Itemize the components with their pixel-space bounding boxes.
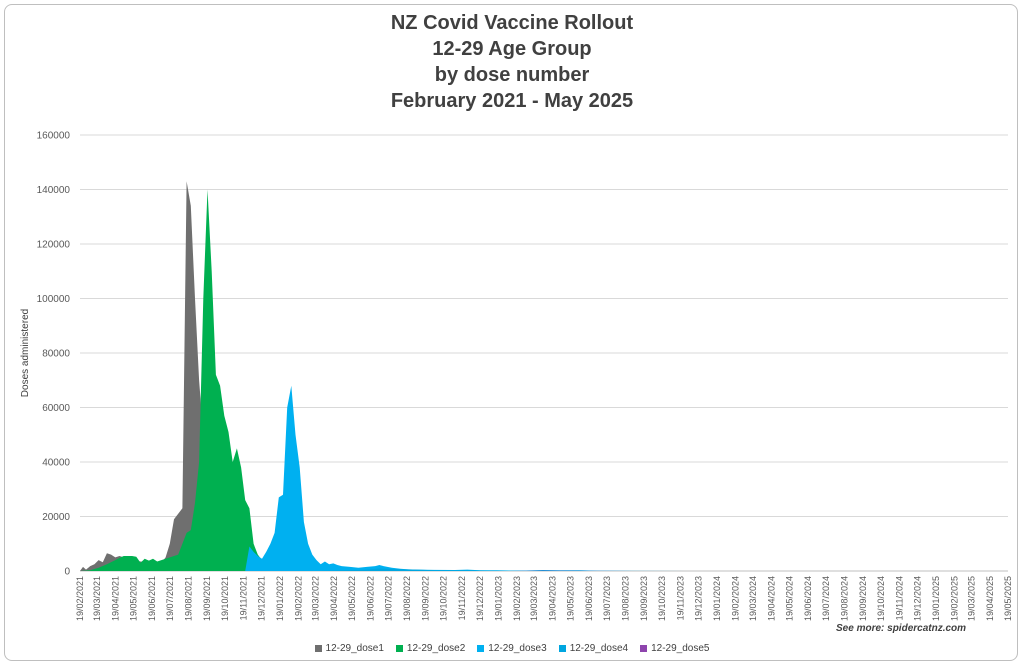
x-tick-label: 19/11/2024 — [895, 576, 905, 620]
x-tick-label: 19/03/2023 — [529, 576, 539, 621]
legend-item: 12-29_dose5 — [640, 643, 709, 654]
x-tick-label: 19/03/2024 — [748, 576, 758, 621]
series-area-12-29_dose4 — [320, 568, 690, 571]
title-line-2: 12-29 Age Group — [432, 38, 592, 60]
x-tick-label: 19/10/2022 — [438, 576, 448, 621]
x-tick-label: 19/01/2022 — [275, 576, 285, 621]
legend-item: 12-29_dose1 — [314, 643, 384, 654]
x-tick-label: 19/04/2025 — [985, 576, 995, 621]
y-tick-label: 20000 — [42, 512, 70, 523]
x-tick-label: 19/09/2024 — [858, 576, 868, 621]
y-tick-label: 0 — [64, 567, 70, 578]
x-tick-label: 19/07/2021 — [165, 576, 175, 621]
x-tick-label: 19/06/2024 — [803, 576, 813, 621]
x-tick-label: 19/12/2022 — [475, 576, 485, 621]
legend-label: 12-29_dose3 — [488, 643, 547, 654]
legend-item: 12-29_dose4 — [558, 643, 629, 654]
x-tick-label: 19/04/2024 — [767, 576, 777, 621]
source-note: See more: spidercatnz.com — [836, 623, 967, 634]
y-axis: 0 20000 40000 60000 80000 100000 120000 140000 1… — [37, 131, 71, 578]
legend-swatch — [314, 644, 322, 652]
legend-label: 12-29_dose5 — [651, 643, 710, 654]
legend: 12-29_dose1 12-29_dose2 12-29_dose3 12-29_d… — [0, 643, 1024, 654]
x-tick-label: 19/03/2022 — [310, 576, 320, 621]
x-tick-label: 19/05/2024 — [785, 576, 795, 621]
y-tick-label: 40000 — [42, 458, 70, 469]
x-tick-label: 19/01/2025 — [931, 576, 941, 621]
x-tick-label: 19/06/2022 — [365, 576, 375, 621]
y-axis-label: Doses administered — [20, 309, 31, 397]
legend-item: 12-29_dose2 — [395, 643, 466, 654]
series-areas — [80, 181, 707, 572]
legend-label: 12-29_dose2 — [406, 643, 466, 654]
title-line-4: February 2021 - May 2025 — [390, 90, 634, 112]
x-tick-label: 19/06/2023 — [584, 576, 594, 621]
x-tick-label: 19/02/2022 — [294, 576, 304, 621]
y-tick-label: 60000 — [42, 403, 70, 414]
x-tick-label: 19/04/2021 — [110, 576, 120, 621]
x-tick-label: 19/01/2023 — [494, 576, 504, 621]
x-tick-label: 19/09/2022 — [421, 576, 431, 621]
x-tick-label: 19/08/2022 — [402, 576, 412, 621]
x-tick-label: 19/05/2021 — [128, 576, 138, 621]
legend-swatch — [395, 644, 403, 652]
y-tick-label: 140000 — [37, 185, 71, 196]
x-tick-label: 19/08/2023 — [620, 576, 630, 621]
x-tick-label: 19/02/2023 — [512, 576, 522, 621]
x-tick-label: 19/07/2023 — [602, 576, 612, 621]
x-tick-label: 19/04/2022 — [329, 576, 339, 621]
chart-title: NZ Covid Vaccine Rollout 12-29 Age Group… — [0, 10, 1024, 114]
x-tick-label: 19/10/2023 — [657, 576, 667, 621]
x-tick-label: 19/09/2021 — [202, 576, 212, 621]
x-tick-label: 19/07/2022 — [383, 576, 393, 621]
series-area-12-29_dose2 — [80, 189, 560, 571]
x-tick-label: 19/12/2024 — [913, 576, 923, 621]
x-tick-label: 19/11/2021 — [238, 576, 248, 620]
title-line-1: NZ Covid Vaccine Rollout — [390, 12, 634, 34]
legend-label: 12-29_dose4 — [569, 643, 629, 654]
x-tick-label: 19/05/2023 — [565, 576, 575, 621]
x-tick-label: 19/11/2023 — [676, 576, 686, 620]
x-tick-label: 19/08/2024 — [840, 576, 850, 621]
legend-swatch — [558, 644, 566, 652]
x-tick-label: 19/10/2024 — [876, 576, 886, 621]
x-tick-label: 19/03/2025 — [967, 576, 977, 621]
legend-swatch — [477, 644, 485, 652]
x-tick-label: 19/02/2021 — [75, 576, 85, 621]
x-tick-label: 19/05/2022 — [347, 576, 357, 621]
x-tick-label: 19/01/2024 — [712, 576, 722, 621]
y-tick-label: 120000 — [37, 240, 71, 251]
x-tick-label: 19/02/2024 — [731, 576, 741, 621]
x-tick-label: 19/06/2021 — [147, 576, 157, 621]
x-tick-label: 19/04/2023 — [547, 576, 557, 621]
legend-label: 12-29_dose1 — [325, 643, 384, 654]
x-tick-label: 19/05/2025 — [1003, 576, 1013, 621]
x-tick-label: 19/03/2021 — [92, 576, 102, 621]
y-tick-label: 80000 — [42, 349, 70, 360]
x-tick-label: 19/07/2024 — [821, 576, 831, 621]
x-tick-label: 19/11/2022 — [457, 576, 467, 620]
legend-item: 12-29_dose3 — [477, 643, 547, 654]
x-axis: 19/02/2021 19/03/2021 19/04/2021 19/05/2021… — [75, 576, 1013, 621]
legend-swatch — [640, 644, 648, 652]
x-tick-label: 19/10/2021 — [220, 576, 230, 621]
x-tick-label: 19/08/2021 — [183, 576, 193, 621]
y-tick-label: 160000 — [37, 131, 71, 142]
x-tick-label: 19/12/2023 — [694, 576, 704, 621]
y-tick-label: 100000 — [37, 294, 71, 305]
title-line-3: by dose number — [434, 64, 590, 86]
x-tick-label: 19/09/2023 — [639, 576, 649, 621]
series-area-12-29_dose3 — [245, 385, 635, 571]
x-tick-label: 19/12/2021 — [256, 576, 266, 621]
x-tick-label: 19/02/2025 — [950, 576, 960, 621]
